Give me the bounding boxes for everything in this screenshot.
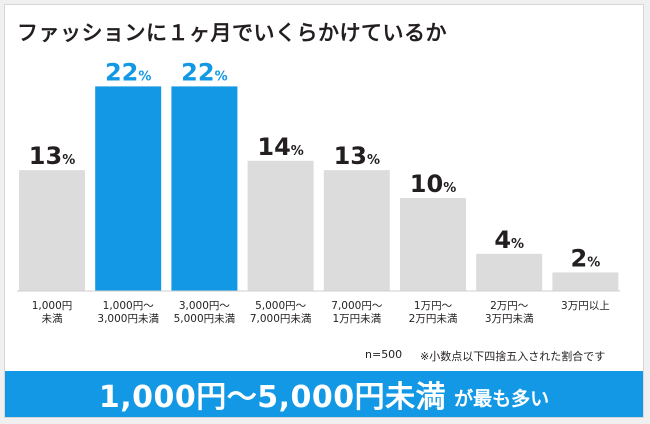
bar-4 [247, 160, 314, 291]
bar-chart: 13% 1,000円未満 22% 1,000円～ 3,000円未満 22% 3,000円～ 5… [17, 58, 621, 325]
value-label-8: 2% [571, 244, 601, 272]
category-label-6: 1万円～ 2万円未満 [409, 300, 458, 325]
bar-7 [476, 253, 543, 291]
category-label-8: 3万円以上 [561, 300, 610, 312]
value-label-7: 4% [494, 226, 524, 254]
banner-main-text: 1,000円～5,000円未満 [98, 380, 447, 415]
category-label-4: 5,000円～ 7,000円未満 [250, 300, 312, 325]
value-label-2: 22% [105, 58, 151, 86]
bar-3 [171, 86, 238, 292]
category-label-3: 3,000円～ 5,000円未満 [174, 300, 236, 325]
banner-sub-text: が最も多い [454, 387, 550, 410]
value-label-4: 14% [257, 133, 303, 161]
infographic-card: ファッションに１ヶ月でいくらかけているか 13% 1,000円未満 22% 1,000… [4, 4, 644, 418]
conclusion-banner: 1,000円～5,000円未満 が最も多い [5, 371, 643, 417]
bar-8 [552, 272, 619, 291]
chart-title: ファッションに１ヶ月でいくらかけているか [17, 21, 447, 45]
category-label-1: 1,000円未満 [32, 300, 73, 325]
value-label-6: 10% [410, 170, 456, 198]
bar-5 [323, 170, 390, 291]
bar-1 [19, 170, 85, 291]
category-label-7: 2万円～ 3万円未満 [485, 300, 534, 325]
category-label-2: 1,000円～ 3,000円未満 [97, 300, 159, 325]
bar-6 [400, 198, 466, 291]
value-label-1: 13% [29, 142, 75, 170]
category-label-5: 7,000円～ 1万円未満 [331, 300, 383, 325]
rounding-note: ※小数点以下四捨五入された割合です [420, 350, 606, 363]
value-label-3: 22% [181, 58, 227, 86]
sample-size-note: n=500 [365, 348, 403, 361]
value-label-5: 13% [334, 142, 380, 170]
bar-2 [95, 86, 162, 292]
